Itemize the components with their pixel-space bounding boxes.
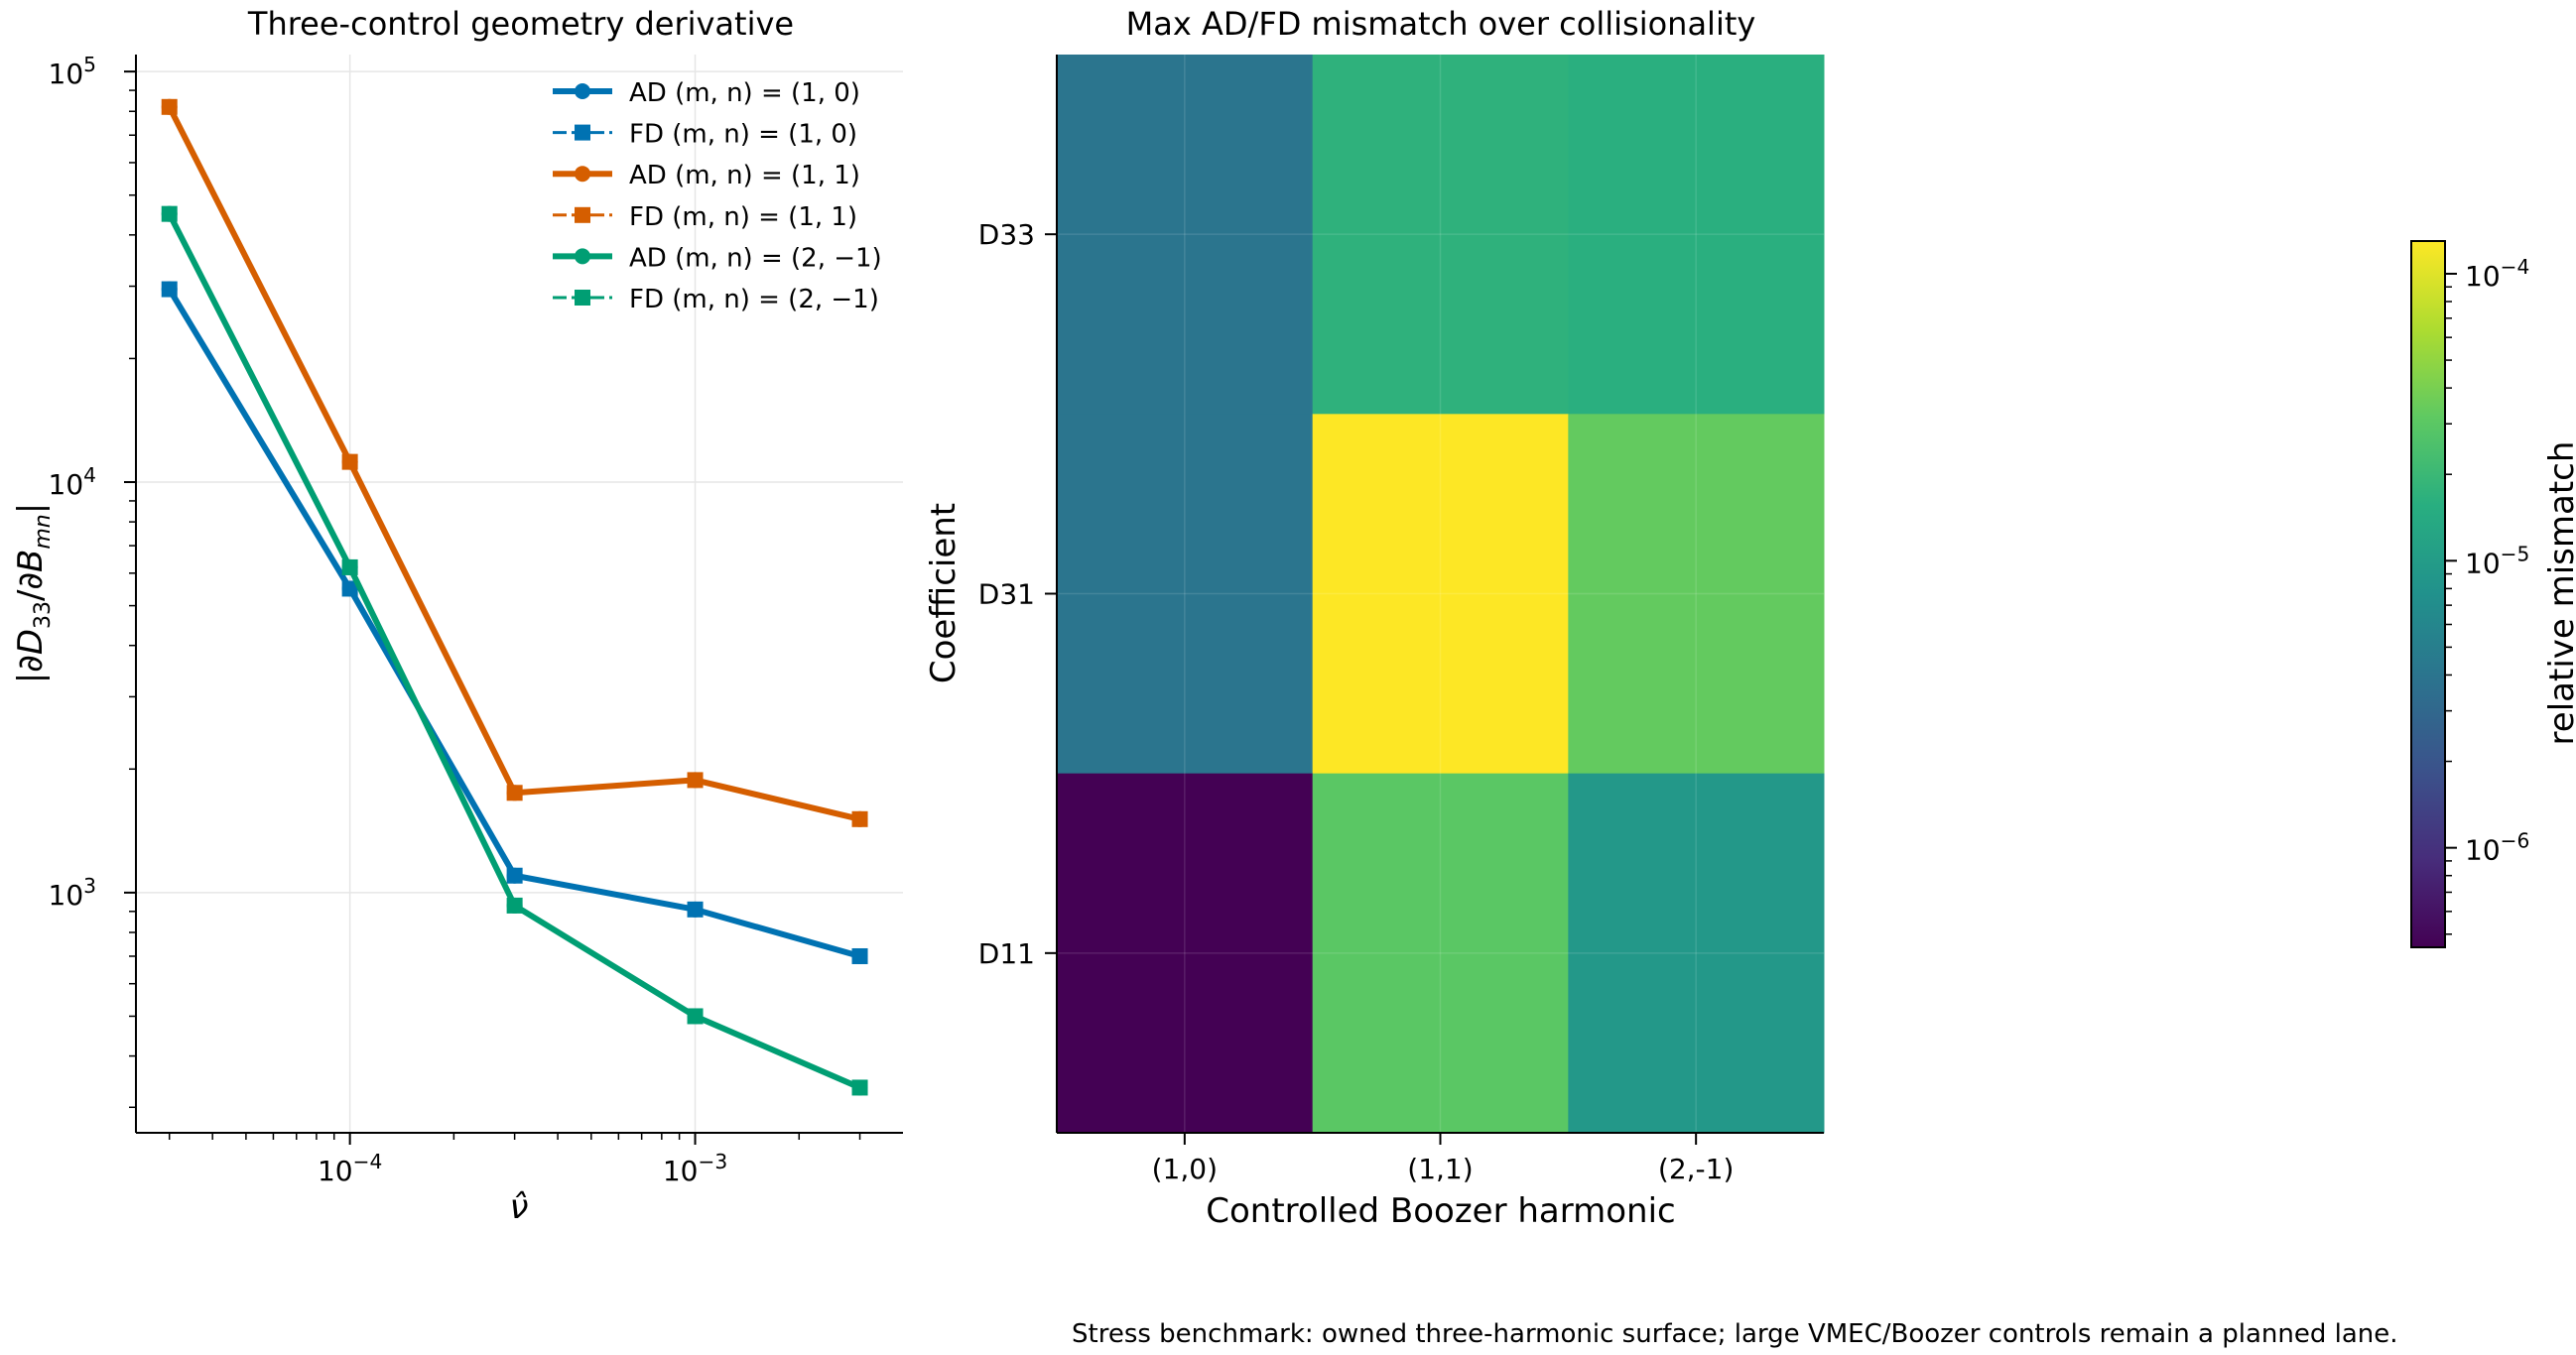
legend-label: FD (m, n) = (2, −1) [629,285,879,314]
legend-marker [575,124,590,141]
heatmap-cell [1057,414,1314,775]
legend-label: FD (m, n) = (1, 0) [629,120,857,150]
heatmap-cell [1312,414,1569,775]
heatmap-cell [1312,55,1569,415]
heatmap-cell [1568,414,1825,775]
data-point [341,580,358,597]
heatmap-panel: Max AD/FD mismatch over collisionality (… [924,5,1825,1231]
series-line [167,288,861,959]
data-point [341,453,358,470]
heatmap-y-tick-label: D33 [978,218,1035,251]
heatmap-cells [1057,55,1825,1134]
series-line [167,212,861,1091]
colorbar-tick-label: 10−4 [2465,255,2529,293]
data-point [506,897,523,914]
heatmap-cell [1312,773,1569,1134]
series-line [168,106,860,821]
figure-caption: Stress benchmark: owned three-harmonic s… [1072,1319,2398,1349]
series-line [168,288,860,958]
data-point [161,281,178,298]
series-line [168,212,861,1089]
legend-label: AD (m, n) = (1, 1) [629,161,860,190]
legend-label: FD (m, n) = (1, 1) [629,202,857,232]
legend-marker [575,166,590,183]
legend-marker [575,83,590,99]
data-point [341,558,358,575]
x-tick-label: 10−4 [318,1150,382,1187]
legend-marker [575,290,590,306]
heatmap-cell [1568,773,1825,1134]
data-point [161,98,178,115]
line-chart-title: Three-control geometry derivative [247,5,794,43]
heatmap-cell [1568,55,1825,415]
colorbar-label: relative mismatch [2542,441,2576,746]
heatmap-ticks: (1,0) (1,1) (2,-1) D33 D31 D11 [978,218,1735,1185]
y-tick-label: 105 [49,53,96,90]
data-point [687,772,704,789]
data-point [851,1079,868,1096]
heatmap-x-label: Controlled Boozer harmonic [1206,1191,1676,1231]
data-point [506,867,523,884]
data-point [687,901,704,918]
y-tick-label: 104 [49,463,96,501]
legend-marker [575,206,590,223]
data-point [506,785,523,801]
legend-label: AD (m, n) = (1, 0) [629,78,860,108]
data-point [687,1008,704,1025]
colorbar: 10−6 10−5 10−4 relative mismatch [2410,240,2576,948]
heatmap-cell [1057,55,1314,415]
y-tick-label: 103 [49,874,96,912]
line-chart-panel: Three-control geometry derivative 10−4 10… [11,5,903,1227]
heatmap-x-tick-label: (1,0) [1152,1153,1218,1185]
line-chart-y-label: |∂D33/∂Bmn| [11,503,56,683]
heatmap-y-label: Coefficient [924,503,964,683]
data-point [851,810,868,827]
heatmap-title: Max AD/FD mismatch over collisionality [1126,5,1756,43]
x-tick-label: 10−3 [663,1150,727,1187]
colorbar-tick-label: 10−5 [2465,542,2529,579]
line-chart-legend: AD (m, n) = (1, 0) FD (m, n) = (1, 0) AD (… [553,78,882,314]
legend-label: AD (m, n) = (2, −1) [629,243,882,273]
heatmap-x-tick-label: (2,-1) [1658,1153,1734,1185]
data-point [161,205,178,222]
line-chart-ticks: 10−4 10−3 103 104 105 [49,53,861,1187]
line-chart-x-label: ν̂ [510,1187,529,1227]
heatmap-y-tick-label: D31 [978,578,1035,611]
colorbar-gradient [2410,240,2446,948]
heatmap-y-tick-label: D11 [978,937,1035,970]
heatmap-cell [1057,773,1314,1134]
legend-marker [575,248,590,265]
colorbar-tick-label: 10−6 [2465,829,2529,867]
data-point [851,947,868,964]
heatmap-x-tick-label: (1,1) [1407,1153,1473,1185]
colorbar-ticks: 10−6 10−5 10−4 [2445,255,2529,935]
line-chart-series [161,98,868,1096]
